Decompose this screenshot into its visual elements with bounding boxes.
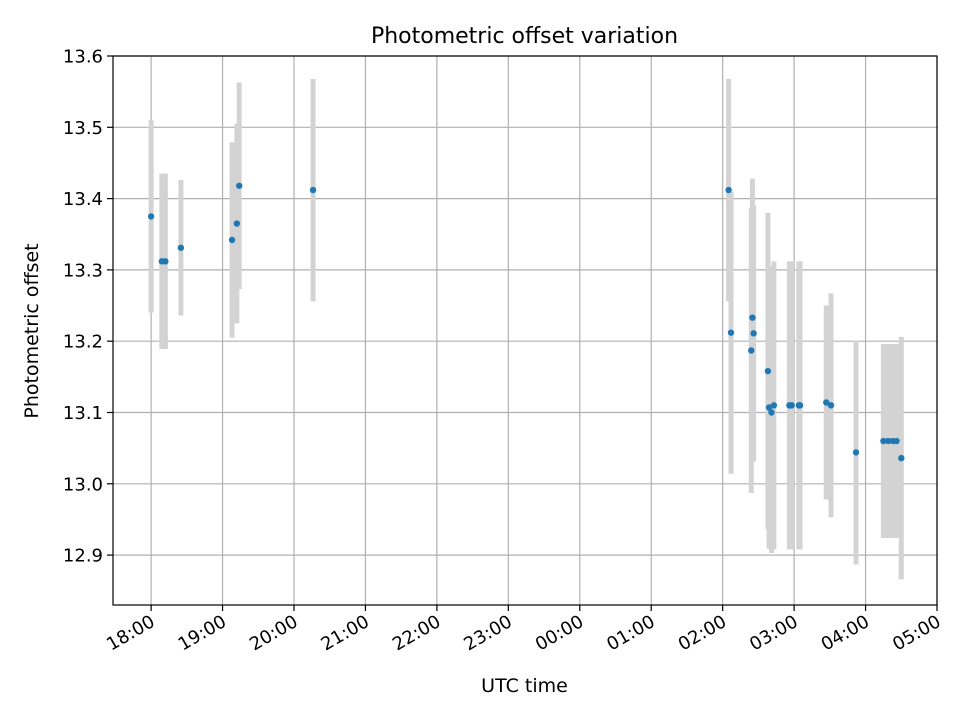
y-tick-label: 13.1 [63,403,103,424]
x-tick-label: 04:00 [818,611,873,655]
error-bars [148,78,904,580]
x-tick-label: 03:00 [746,611,801,655]
data-point [880,437,887,445]
data-point [727,329,735,336]
x-axis-ticks: 18:00 19:00 20:00 21:00 22:00 23:00 00:00 01:00… [103,605,945,655]
data-points [147,182,905,462]
data-point [750,330,757,337]
data-point [898,454,905,462]
data-point [796,402,804,409]
x-tick-label: 21:00 [318,611,373,655]
data-point [768,409,775,416]
y-axis-label: Photometric offset [21,243,43,418]
x-tick-label: 05:00 [889,611,944,655]
x-tick-label: 19:00 [175,611,230,655]
data-point [827,402,835,409]
y-tick-label: 13.6 [63,47,103,68]
chart-title: Photometric offset variation [371,24,678,49]
data-point [748,347,755,354]
x-tick-label: 23:00 [460,611,515,655]
data-point [770,402,778,409]
data-point [147,213,155,220]
x-tick-label: 00:00 [532,611,587,655]
data-point [228,236,236,244]
y-tick-label: 13.2 [63,332,103,353]
y-tick-label: 13.5 [63,118,103,139]
plot-area [112,55,938,606]
data-point [309,186,317,194]
data-point [177,244,185,251]
x-tick-label: 01:00 [603,611,658,655]
data-point [725,186,732,194]
data-point [765,404,773,411]
data-point [788,402,795,409]
data-point [764,367,772,375]
x-tick-label: 20:00 [246,611,301,655]
data-point [162,258,169,265]
data-point [236,182,243,189]
x-tick-label: 02:00 [675,611,730,655]
data-point [749,314,756,321]
y-tick-label: 13.0 [63,474,103,495]
data-point [893,437,900,445]
x-axis-label: UTC time [481,675,568,697]
y-tick-label: 12.9 [63,546,103,567]
x-tick-label: 22:00 [389,611,444,655]
y-axis-ticks: 12.9 13.0 13.1 13.2 13.3 13.4 13.5 13.6 [63,47,113,567]
y-tick-label: 13.3 [63,260,103,281]
data-point [852,449,860,456]
data-point [823,399,830,406]
x-tick-label: 18:00 [103,611,158,655]
data-point [884,437,892,445]
y-tick-label: 13.4 [63,189,103,210]
data-point [233,220,241,227]
